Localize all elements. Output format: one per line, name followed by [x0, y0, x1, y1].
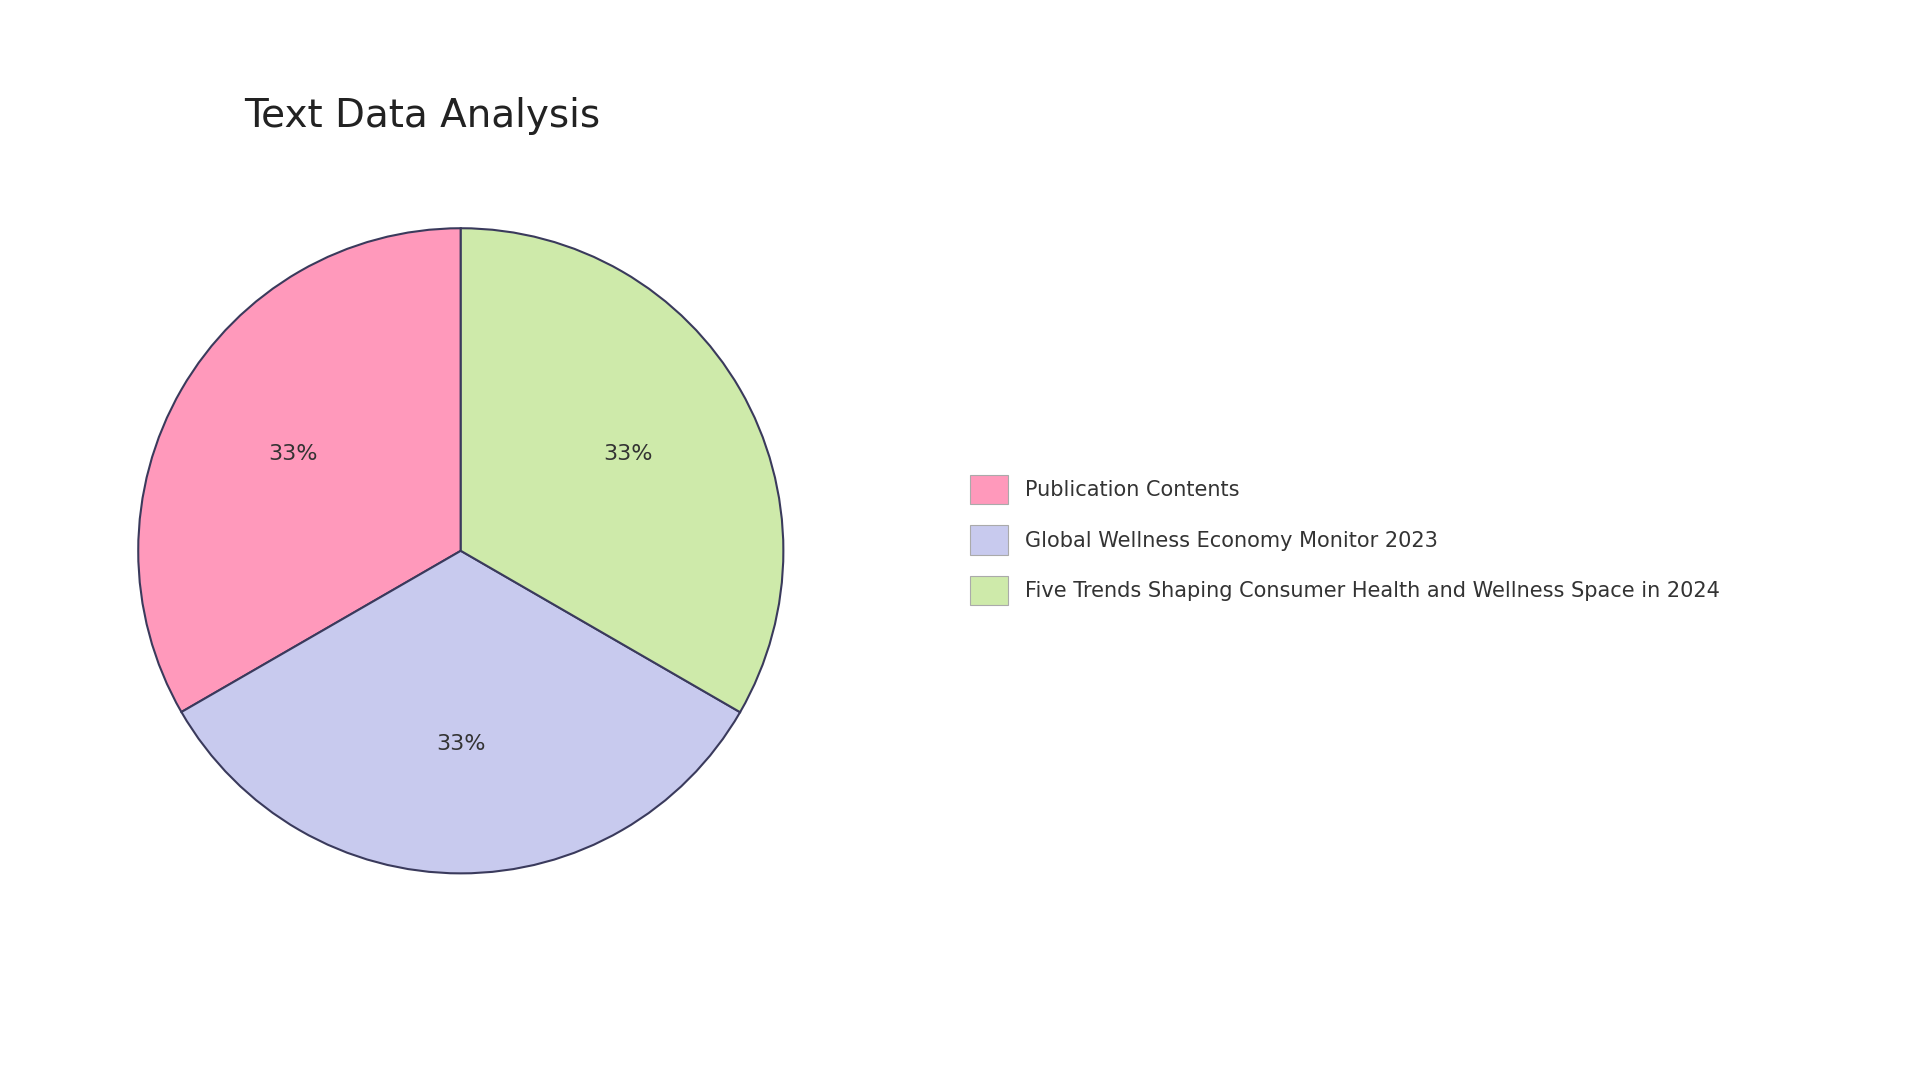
Text: 33%: 33% [436, 734, 486, 754]
Text: 33%: 33% [603, 444, 653, 464]
Text: Text Data Analysis: Text Data Analysis [244, 97, 601, 135]
Legend: Publication Contents, Global Wellness Economy Monitor 2023, Five Trends Shaping : Publication Contents, Global Wellness Ec… [970, 475, 1720, 605]
Wedge shape [138, 228, 461, 712]
Text: 33%: 33% [269, 444, 319, 464]
Wedge shape [461, 228, 783, 712]
Wedge shape [180, 551, 739, 874]
